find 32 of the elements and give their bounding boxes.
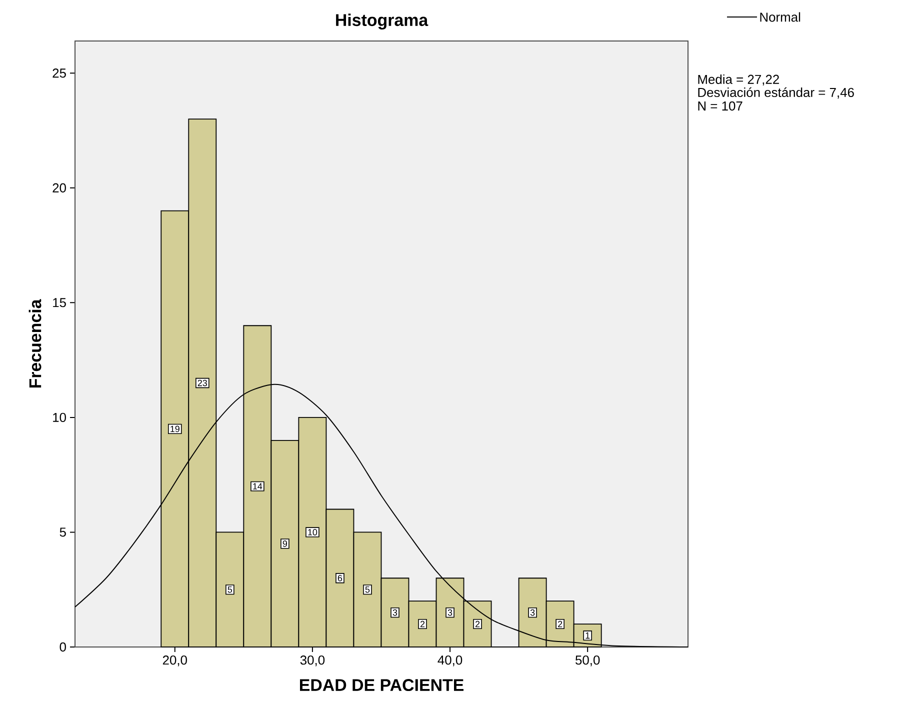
text: Media = 27,22 xyxy=(698,74,779,86)
y-tick-label: 25 xyxy=(52,68,66,78)
y-tick-label: 5 xyxy=(60,528,66,537)
data-label: 5 xyxy=(365,586,370,593)
data-label: 19 xyxy=(170,426,180,432)
y-tick-label: 0 xyxy=(60,642,66,652)
x-tick-label: 20,0 xyxy=(162,656,187,666)
text: Desviación estándar = 7,46 xyxy=(698,87,854,99)
y-axis-title: Frecuencia xyxy=(28,299,42,388)
x-tick-label: 40,0 xyxy=(438,656,462,666)
data-label: 2 xyxy=(475,620,480,628)
data-label: 23 xyxy=(198,380,207,386)
x-axis-title: EDAD DE PACIENTE xyxy=(300,679,464,692)
data-label: 2 xyxy=(558,620,562,628)
y-tick-label: 15 xyxy=(53,298,66,308)
text: N = 107 xyxy=(698,101,742,111)
data-label: 3 xyxy=(530,609,535,616)
data-label: 14 xyxy=(253,483,262,490)
data-label: 10 xyxy=(308,529,318,536)
data-label: 9 xyxy=(282,540,288,547)
data-label: 1 xyxy=(586,632,590,639)
y-tick-label: 20 xyxy=(52,183,66,192)
data-label: 5 xyxy=(228,586,232,593)
data-label: 3 xyxy=(392,609,398,616)
x-tick-label: 50,0 xyxy=(576,656,600,666)
data-label: 6 xyxy=(338,574,342,582)
chart-title: Histograma xyxy=(336,14,428,30)
data-label: 2 xyxy=(420,620,425,628)
legend-label: Normal xyxy=(760,12,800,22)
data-label: 3 xyxy=(448,609,452,616)
y-tick-label: 10 xyxy=(53,412,66,422)
x-tick-label: 30,0 xyxy=(300,656,325,666)
